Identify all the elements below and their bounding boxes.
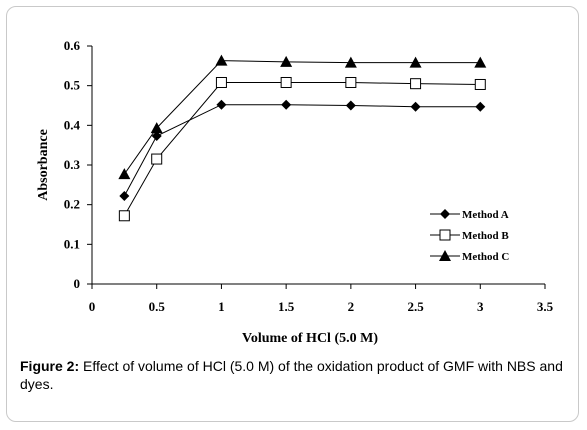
y-tick-label: 0.5: [64, 78, 81, 93]
data-point: [118, 210, 130, 222]
x-tick-label: 0: [89, 299, 96, 314]
series-line: [123, 81, 481, 217]
y-tick-label: 0.2: [64, 197, 80, 212]
data-point: [475, 101, 486, 112]
legend-label: Method A: [462, 209, 509, 221]
data-point: [151, 131, 162, 142]
legend-entry: Method B: [430, 229, 509, 242]
data-point: [281, 99, 292, 110]
data-point: [280, 55, 293, 67]
data-point: [410, 101, 421, 112]
legend-entry: Method C: [430, 250, 509, 263]
x-tick-label: 3: [477, 299, 484, 314]
x-tick-label: 2: [348, 299, 355, 314]
data-point: [216, 99, 227, 110]
data-point: [345, 76, 357, 88]
x-tick-label: 2.5: [407, 299, 424, 314]
legend-marker: [439, 250, 451, 261]
data-point: [474, 78, 486, 90]
legend-marker: [439, 229, 451, 241]
figure-frame: [6, 6, 579, 422]
legend: Method A Method B Method C: [430, 209, 509, 263]
caption-text: Effect of volume of HCl (5.0 M) of the o…: [20, 358, 563, 392]
data-point: [410, 78, 422, 90]
series-line: [123, 60, 481, 175]
line-chart: 0 0.1 0.2 0.3 0.4 0.5 0.6 0 0.5 1 1.5 2 2.5 3 3.5 Abs…: [36, 38, 554, 346]
x-tick-label: 0.5: [149, 299, 166, 314]
plot-area: 0 0.1 0.2 0.3 0.4 0.5 0.6 0 0.5 1 1.5 2 2.5 3 3.5: [64, 38, 554, 314]
data-point: [119, 190, 130, 201]
data-point: [280, 76, 292, 88]
data-point: [215, 54, 228, 66]
figure-caption: Figure 2: Effect of volume of HCl (5.0 M…: [20, 357, 568, 393]
data-point: [344, 56, 357, 68]
legend-label: Method B: [462, 230, 509, 242]
data-point: [150, 122, 163, 134]
series-layer: [118, 54, 487, 222]
series-1: [119, 99, 486, 201]
data-point: [345, 100, 356, 111]
y-tick-label: 0.4: [64, 117, 81, 132]
x-axis-title: Volume of HCl (5.0 M): [242, 331, 378, 346]
data-point: [409, 56, 422, 68]
series-2: [118, 76, 486, 222]
series-line: [123, 104, 481, 197]
y-axis-title: Absorbance: [36, 129, 51, 201]
data-point: [215, 76, 227, 88]
legend-entry: Method A: [430, 209, 509, 221]
y-tick-label: 0.1: [64, 236, 80, 251]
y-tick-label: 0.6: [64, 38, 81, 53]
data-point: [118, 168, 131, 180]
legend-marker: [440, 209, 450, 219]
x-tick-label: 1: [218, 299, 225, 314]
x-tick-label: 3.5: [537, 299, 554, 314]
legend-label: Method C: [462, 251, 509, 263]
x-tick-label: 1.5: [278, 299, 295, 314]
data-point: [474, 56, 487, 68]
series-3: [118, 54, 487, 180]
x-ticks: 0 0.5 1 1.5 2 2.5 3 3.5: [89, 284, 554, 314]
y-tick-label: 0: [74, 276, 81, 291]
data-point: [151, 153, 163, 165]
y-ticks: 0 0.1 0.2 0.3 0.4 0.5 0.6: [64, 38, 92, 291]
caption-label: Figure 2:: [20, 358, 80, 374]
y-tick-label: 0.3: [64, 157, 81, 172]
